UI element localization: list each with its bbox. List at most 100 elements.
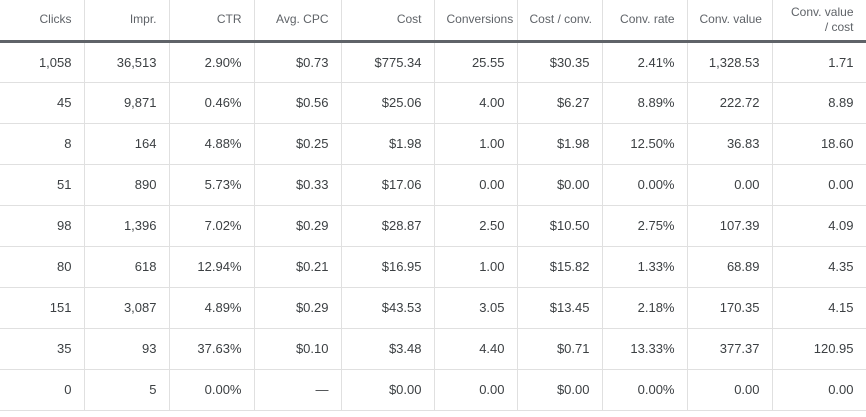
cell-clicks: 8 <box>0 123 85 165</box>
column-header-conv-rate[interactable]: Conv. rate <box>602 0 688 43</box>
cell-impr: 5 <box>84 369 170 411</box>
cell-conversions: 25.55 <box>434 41 518 83</box>
column-header-ctr[interactable]: CTR <box>169 0 255 43</box>
cell-conv-rate: 1.33% <box>602 246 688 288</box>
cell-cost: $16.95 <box>341 246 435 288</box>
column-header-cost[interactable]: Cost <box>341 0 435 43</box>
cell-impr: 9,871 <box>84 82 170 124</box>
cell-clicks: 1,058 <box>0 41 85 83</box>
cell-conv-rate: 2.18% <box>602 287 688 329</box>
cell-impr: 1,396 <box>84 205 170 247</box>
cell-conv-value-cost: 0.00 <box>772 369 866 411</box>
cell-conv-value-cost: 8.89 <box>772 82 866 124</box>
cell-ctr: 0.46% <box>169 82 255 124</box>
cell-conv-rate: 2.41% <box>602 41 688 83</box>
table-row: 35 93 37.63% $0.10 $3.48 4.40 $0.71 13.33% 377.3… <box>0 328 866 370</box>
cell-cost-conv: $1.98 <box>517 123 603 165</box>
cell-cost: $3.48 <box>341 328 435 370</box>
table-row: 98 1,396 7.02% $0.29 $28.87 2.50 $10.50 2.75% 10… <box>0 205 866 247</box>
cell-clicks: 98 <box>0 205 85 247</box>
cell-conversions: 0.00 <box>434 369 518 411</box>
table-body: 1,058 36,513 2.90% $0.73 $775.34 25.55 $30.35 2… <box>0 41 866 411</box>
cell-avg-cpc: $0.10 <box>254 328 342 370</box>
cell-conv-value-cost: 4.35 <box>772 246 866 288</box>
cell-conv-value: 377.37 <box>687 328 773 370</box>
cell-conv-value: 107.39 <box>687 205 773 247</box>
cell-impr: 890 <box>84 164 170 206</box>
cell-impr: 36,513 <box>84 41 170 83</box>
cell-ctr: 0.00% <box>169 369 255 411</box>
cell-ctr: 5.73% <box>169 164 255 206</box>
table-row: 51 890 5.73% $0.33 $17.06 0.00 $0.00 0.00% 0.00 0… <box>0 164 866 206</box>
cell-conv-value: 0.00 <box>687 369 773 411</box>
cell-clicks: 35 <box>0 328 85 370</box>
cell-cost: $28.87 <box>341 205 435 247</box>
cell-conv-value: 0.00 <box>687 164 773 206</box>
column-header-conversions[interactable]: Conversions <box>434 0 518 43</box>
cell-conv-value-cost: 120.95 <box>772 328 866 370</box>
cell-cost: $17.06 <box>341 164 435 206</box>
cell-ctr: 2.90% <box>169 41 255 83</box>
table-row: 45 9,871 0.46% $0.56 $25.06 4.00 $6.27 8.89% 222… <box>0 82 866 124</box>
cell-conv-value-cost: 1.71 <box>772 41 866 83</box>
table-header: Clicks Impr. CTR Avg. CPC Cost Conversions Cos… <box>0 0 866 43</box>
cell-cost: $25.06 <box>341 82 435 124</box>
column-header-conv-value[interactable]: Conv. value <box>687 0 773 43</box>
cell-conversions: 0.00 <box>434 164 518 206</box>
column-header-impr[interactable]: Impr. <box>84 0 170 43</box>
cell-avg-cpc: — <box>254 369 342 411</box>
cell-ctr: 37.63% <box>169 328 255 370</box>
table-row: 8 164 4.88% $0.25 $1.98 1.00 $1.98 12.50% 36.83 1… <box>0 123 866 165</box>
cell-conv-rate: 2.75% <box>602 205 688 247</box>
table-row: 1,058 36,513 2.90% $0.73 $775.34 25.55 $30.35 2… <box>0 41 866 83</box>
cell-impr: 93 <box>84 328 170 370</box>
cell-ctr: 4.89% <box>169 287 255 329</box>
cell-conversions: 1.00 <box>434 246 518 288</box>
cell-impr: 3,087 <box>84 287 170 329</box>
column-header-avg-cpc[interactable]: Avg. CPC <box>254 0 342 43</box>
cell-conv-value: 222.72 <box>687 82 773 124</box>
cell-conversions: 3.05 <box>434 287 518 329</box>
cell-conv-value-cost: 4.15 <box>772 287 866 329</box>
column-header-conv-value-cost[interactable]: Conv. value / cost <box>772 0 866 43</box>
cell-impr: 618 <box>84 246 170 288</box>
cell-cost-conv: $15.82 <box>517 246 603 288</box>
cell-clicks: 80 <box>0 246 85 288</box>
cell-cost-conv: $0.71 <box>517 328 603 370</box>
table-row: 151 3,087 4.89% $0.29 $43.53 3.05 $13.45 2.18% 1… <box>0 287 866 329</box>
cell-conversions: 4.00 <box>434 82 518 124</box>
cell-conversions: 2.50 <box>434 205 518 247</box>
cell-conversions: 4.40 <box>434 328 518 370</box>
cell-cost-conv: $13.45 <box>517 287 603 329</box>
cell-avg-cpc: $0.73 <box>254 41 342 83</box>
cell-impr: 164 <box>84 123 170 165</box>
cell-conv-value: 36.83 <box>687 123 773 165</box>
column-header-clicks[interactable]: Clicks <box>0 0 85 43</box>
cell-cost: $0.00 <box>341 369 435 411</box>
cell-cost-conv: $0.00 <box>517 369 603 411</box>
table-row: 0 5 0.00% — $0.00 0.00 $0.00 0.00% 0.00 0.00 <box>0 369 866 411</box>
cell-clicks: 0 <box>0 369 85 411</box>
cell-conv-rate: 0.00% <box>602 164 688 206</box>
table-row: 80 618 12.94% $0.21 $16.95 1.00 $15.82 1.33% 68.… <box>0 246 866 288</box>
cell-conv-rate: 8.89% <box>602 82 688 124</box>
cell-conv-value-cost: 18.60 <box>772 123 866 165</box>
cell-ctr: 7.02% <box>169 205 255 247</box>
cell-clicks: 151 <box>0 287 85 329</box>
cell-cost-conv: $30.35 <box>517 41 603 83</box>
cell-conv-value: 68.89 <box>687 246 773 288</box>
cell-conv-value-cost: 4.09 <box>772 205 866 247</box>
cell-avg-cpc: $0.33 <box>254 164 342 206</box>
cell-conv-rate: 12.50% <box>602 123 688 165</box>
cell-conversions: 1.00 <box>434 123 518 165</box>
cell-conv-value-cost: 0.00 <box>772 164 866 206</box>
cell-cost-conv: $0.00 <box>517 164 603 206</box>
cell-conv-value: 170.35 <box>687 287 773 329</box>
column-header-cost-conv[interactable]: Cost / conv. <box>517 0 603 43</box>
cell-ctr: 4.88% <box>169 123 255 165</box>
cell-cost-conv: $10.50 <box>517 205 603 247</box>
cell-clicks: 51 <box>0 164 85 206</box>
cell-conv-rate: 13.33% <box>602 328 688 370</box>
